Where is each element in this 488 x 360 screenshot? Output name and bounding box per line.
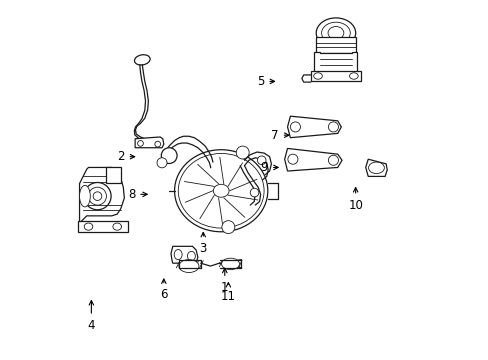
Text: 8: 8 [127,188,147,201]
Polygon shape [80,167,124,223]
Ellipse shape [113,223,121,230]
Text: 11: 11 [221,283,235,303]
Ellipse shape [84,223,93,230]
Polygon shape [316,37,355,53]
Text: 5: 5 [256,75,274,88]
Ellipse shape [222,221,234,234]
Ellipse shape [257,156,265,165]
Ellipse shape [174,249,182,260]
Polygon shape [287,116,341,138]
Ellipse shape [93,192,102,201]
Ellipse shape [155,141,160,147]
Ellipse shape [137,140,143,146]
Ellipse shape [187,251,195,261]
Polygon shape [365,159,386,176]
Ellipse shape [221,258,239,270]
Ellipse shape [88,187,106,205]
Ellipse shape [250,188,258,197]
Ellipse shape [213,184,228,197]
Ellipse shape [349,73,357,79]
Ellipse shape [290,122,300,132]
Text: 3: 3 [199,233,206,255]
Ellipse shape [328,122,338,132]
Ellipse shape [161,148,177,163]
Ellipse shape [179,260,199,273]
Polygon shape [78,221,128,232]
Text: 6: 6 [160,279,167,301]
Ellipse shape [287,154,297,164]
Ellipse shape [174,150,267,232]
Text: 9: 9 [260,161,278,174]
Polygon shape [284,148,341,171]
Ellipse shape [328,155,338,165]
Text: 7: 7 [271,129,288,142]
Polygon shape [310,71,360,81]
Polygon shape [314,51,357,72]
Text: 4: 4 [87,301,95,332]
Ellipse shape [80,185,90,207]
Ellipse shape [368,162,384,174]
Ellipse shape [157,158,167,168]
Polygon shape [171,246,198,263]
Ellipse shape [327,27,343,40]
Polygon shape [135,137,163,148]
Ellipse shape [236,146,249,159]
Ellipse shape [313,73,322,79]
Ellipse shape [178,153,264,228]
Ellipse shape [316,18,355,48]
Ellipse shape [321,22,349,44]
Text: 10: 10 [347,188,363,212]
Ellipse shape [134,55,150,65]
Text: 1: 1 [221,268,228,294]
Ellipse shape [83,183,111,210]
Text: 2: 2 [117,150,134,163]
Polygon shape [106,167,121,183]
